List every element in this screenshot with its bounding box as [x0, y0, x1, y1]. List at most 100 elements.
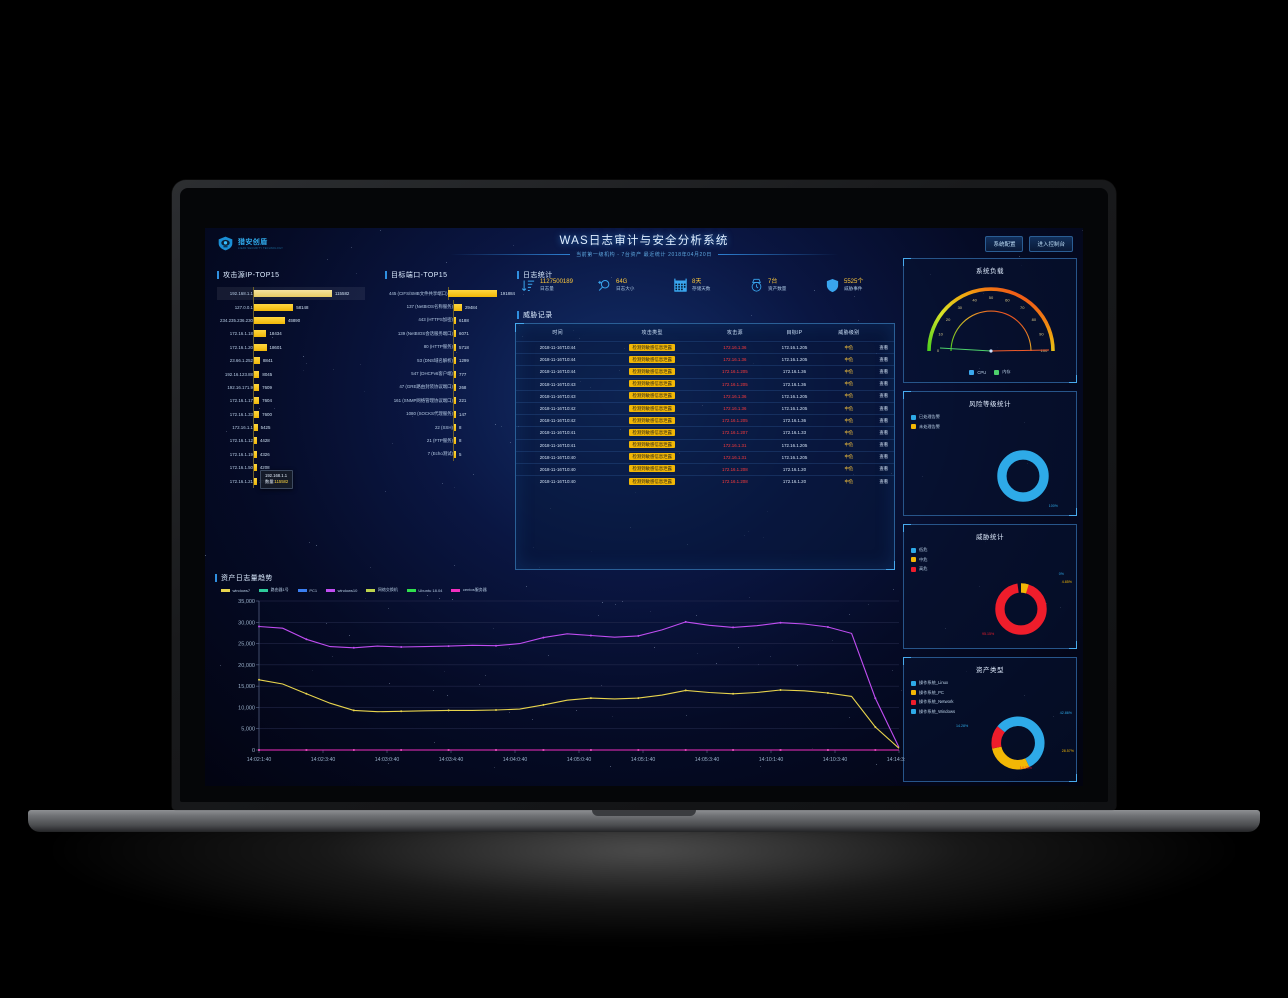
bar-value: 6071	[459, 331, 469, 336]
asset-legend-0-label: 操作系统_Linux	[919, 680, 948, 686]
swatch-mid-icon	[911, 557, 916, 562]
cell-3: 172.16.1.205	[765, 342, 825, 354]
bar-row[interactable]: 1080 (SOCKS代理服务) 147	[363, 408, 515, 421]
table-row[interactable]: 2018-11-16T10:43 检测到敏感信息泄露 172.16.1.205 172…	[516, 378, 894, 390]
risk-legend-0-label: 已处理告警	[919, 414, 940, 420]
svg-text:0: 0	[252, 748, 255, 754]
bar-row[interactable]: 172.16.1.18 18434	[217, 327, 365, 340]
trend-legend-6[interactable]: centos服务器	[451, 587, 486, 593]
bar-row[interactable]: 127.0.0.1 58148	[217, 300, 365, 313]
cell-attack-type: 检测到敏感信息泄露	[599, 402, 705, 414]
cell-5[interactable]: 查看	[874, 402, 894, 414]
table-row[interactable]: 2018-11-16T10:42 检测到敏感信息泄露 172.16.1.205 172…	[516, 415, 894, 427]
bar-row[interactable]: 137 (NetBIOS名称服务) 29484	[363, 300, 515, 313]
bar-row[interactable]: 192.16.123.88 8045	[217, 367, 365, 380]
svg-text:30: 30	[958, 305, 963, 310]
bar-value: 29484	[465, 305, 477, 310]
cell-5[interactable]: 查看	[874, 463, 894, 475]
cell-5[interactable]: 查看	[874, 390, 894, 402]
svg-text:14:02:1:40: 14:02:1:40	[247, 757, 272, 763]
bar-row[interactable]: 22 (SSH) 8	[363, 421, 515, 434]
cell-2: 172.16.1.31	[705, 439, 765, 451]
cell-5[interactable]: 查看	[874, 415, 894, 427]
bar-value: 191884	[500, 291, 515, 296]
bar-row[interactable]: 547 (DHCPv6客户端) 777	[363, 367, 515, 380]
trend-legend-1[interactable]: 路由器1号	[259, 587, 289, 593]
table-row[interactable]: 2018-11-16T10:40 检测到敏感信息泄露 172.16.1.208 172…	[516, 463, 894, 475]
cell-0: 2018-11-16T10:43	[516, 390, 599, 402]
enter-console-button[interactable]: 进入控制台	[1029, 236, 1073, 252]
svg-text:14:05:3:40: 14:05:3:40	[695, 757, 720, 763]
bar-row[interactable]: 21 (FTP服务) 8	[363, 434, 515, 447]
shield-icon	[825, 278, 840, 293]
swatch-network-icon	[911, 700, 916, 705]
cell-4: 中危	[824, 402, 873, 414]
svg-text:5,000: 5,000	[241, 727, 255, 733]
table-row[interactable]: 2018-11-16T10:42 检测到敏感信息泄露 172.16.1.36 172.…	[516, 402, 894, 414]
trend-legend-5[interactable]: Ubuntu 18.04	[407, 587, 443, 593]
svg-text:60: 60	[1005, 298, 1010, 303]
bar-row[interactable]: 139 (NetBIOS会话服务端口) 6071	[363, 327, 515, 340]
trend-legend-3[interactable]: windows10	[326, 587, 357, 593]
bar-row[interactable]: 445 (CIFS/SMB文件共享端口) 191884	[363, 287, 515, 300]
cell-attack-type: 检测到敏感信息泄露	[599, 451, 705, 463]
bar-row[interactable]: 172.16.1.33 7600	[217, 408, 365, 421]
cell-5[interactable]: 查看	[874, 366, 894, 378]
bar-row[interactable]: 443 (HTTPS加密) 6188	[363, 314, 515, 327]
server-icon	[749, 278, 764, 293]
bar-row[interactable]: 7 (Echo测试) 5	[363, 448, 515, 461]
bar-row[interactable]: 192.168.1.1 115582	[217, 287, 365, 300]
bar-row[interactable]: 161 (SNMP网络管理协议端口) 221	[363, 394, 515, 407]
threat-legend-low-label: 低危	[919, 547, 927, 553]
svg-text:20,000: 20,000	[238, 663, 255, 669]
bar-row[interactable]: 80 (HTTP服务) 5718	[363, 341, 515, 354]
bar-row[interactable]: 172.16.1.12 4428	[217, 434, 365, 447]
calendar-icon	[673, 278, 688, 293]
bar-row[interactable]: 192.16.171.9 7609	[217, 381, 365, 394]
bar-label: 53 (DNS域名解析)	[363, 358, 453, 364]
gauge-legend-cpu-label: CPU	[977, 370, 986, 375]
attack-ip-chart: 攻击源IP-TOP15 192.168.1.1 115582 127.0.0.1…	[217, 270, 365, 488]
table-row[interactable]: 2018-11-16T10:43 检测到敏感信息泄露 172.16.1.36 172.…	[516, 390, 894, 402]
system-config-button[interactable]: 系统配置	[985, 236, 1023, 252]
bar-fill	[454, 424, 456, 431]
table-row[interactable]: 2018-11-16T10:40 检测到敏感信息泄露 172.16.1.208 172…	[516, 476, 894, 488]
system-load-gauge: 0102030405060708090100	[904, 273, 1078, 373]
bar-label: 21 (FTP服务)	[363, 438, 453, 444]
table-row[interactable]: 2018-11-16T10:44 检测到敏感信息泄露 172.16.1.205 172…	[516, 366, 894, 378]
table-row[interactable]: 2018-11-16T10:41 检测到敏感信息泄露 172.16.1.31 172.…	[516, 439, 894, 451]
title-block: WAS日志审计与安全分析系统 当前第一级机构 - 7台资产 最近统计 2018年…	[205, 232, 1083, 258]
threat-legend-low: 低危	[911, 547, 927, 553]
cell-5[interactable]: 查看	[874, 342, 894, 354]
bar-row[interactable]: 23.66.1.252 8841	[217, 354, 365, 367]
bar-row[interactable]: 172.16.1.20 18601	[217, 341, 365, 354]
cell-4: 中危	[824, 378, 873, 390]
bar-row[interactable]: 47 (GRE路由封装协议端口) 268	[363, 381, 515, 394]
table-row[interactable]: 2018-11-16T10:40 检测到敏感信息泄露 172.16.1.31 172.…	[516, 451, 894, 463]
trend-legend-4[interactable]: 网络交换机	[366, 587, 398, 593]
cell-5[interactable]: 查看	[874, 427, 894, 439]
table-column-header: 目标IP	[765, 324, 825, 342]
bar-row[interactable]: 172.16.1.1 5425	[217, 421, 365, 434]
bar-fill	[254, 304, 293, 311]
cell-4: 中危	[824, 354, 873, 366]
trend-legend-0[interactable]: windows7	[221, 587, 250, 593]
table-row[interactable]: 2018-11-16T10:44 检测到敏感信息泄露 172.16.1.36 172.…	[516, 354, 894, 366]
bar-value: 7609	[262, 385, 272, 390]
cell-0: 2018-11-16T10:41	[516, 427, 599, 439]
trend-legend-2[interactable]: PC1	[298, 587, 317, 593]
cell-5[interactable]: 查看	[874, 476, 894, 488]
bar-row[interactable]: 172.16.1.17 7604	[217, 394, 365, 407]
cell-5[interactable]: 查看	[874, 439, 894, 451]
cell-5[interactable]: 查看	[874, 451, 894, 463]
table-row[interactable]: 2018-11-16T10:41 检测到敏感信息泄露 172.16.1.207 172…	[516, 427, 894, 439]
port-chart-title: 目标端口-TOP15	[385, 270, 515, 280]
cell-5[interactable]: 查看	[874, 354, 894, 366]
bar-row[interactable]: 172.16.1.19 4326	[217, 448, 365, 461]
bar-row[interactable]: 53 (DNS域名解析) 1299	[363, 354, 515, 367]
cell-4: 中危	[824, 366, 873, 378]
table-row[interactable]: 2018-11-16T10:44 检测到敏感信息泄露 172.16.1.36 172.…	[516, 342, 894, 354]
cell-3: 172.16.1.20	[765, 463, 825, 475]
cell-5[interactable]: 查看	[874, 378, 894, 390]
bar-row[interactable]: 234.235.236.230 45890	[217, 314, 365, 327]
